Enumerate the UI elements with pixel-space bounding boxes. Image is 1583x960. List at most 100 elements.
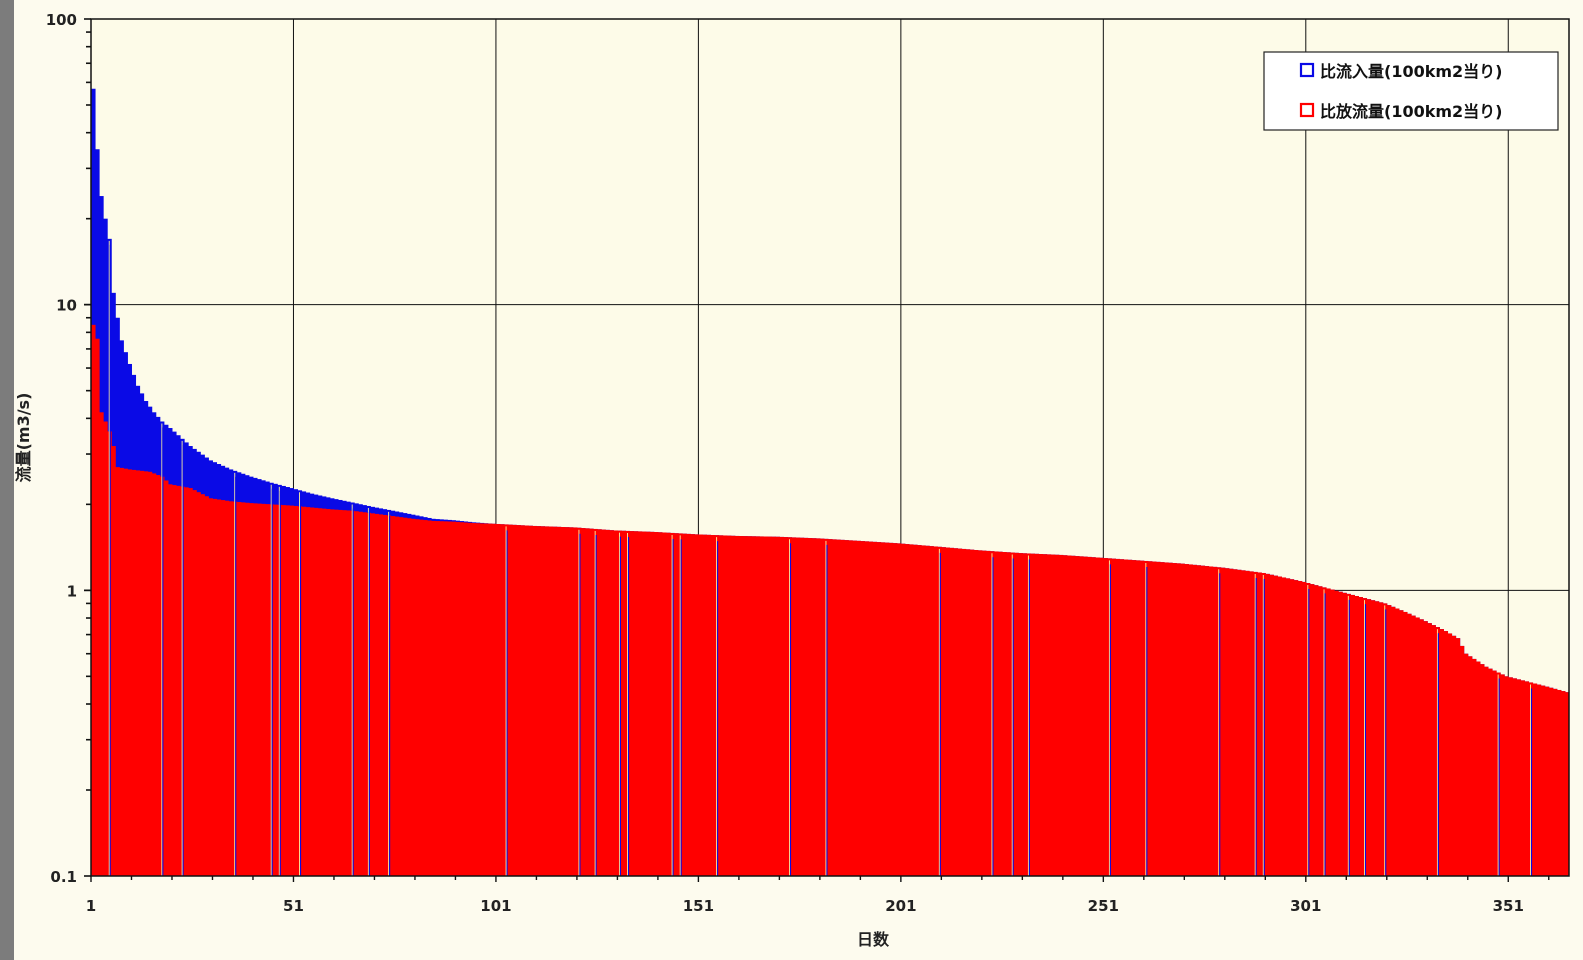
bar-outflow: [1544, 686, 1550, 876]
bar-outflow: [1277, 576, 1282, 876]
bar-outflow: [1002, 552, 1007, 876]
bar-outflow: [613, 530, 618, 876]
bar-outflow: [402, 517, 408, 876]
bar-outflow: [1386, 605, 1392, 876]
bar-outflow: [1087, 556, 1092, 876]
bar-outflow: [378, 514, 384, 876]
bar-outflow: [1099, 557, 1104, 876]
bar-outflow: [342, 510, 347, 876]
bar-outflow: [1111, 558, 1116, 876]
x-axis-title: 日数: [857, 930, 890, 949]
bar-outflow: [91, 324, 96, 877]
bar-outflow: [580, 528, 586, 876]
bar-outflow: [317, 508, 323, 876]
bar-outflow: [293, 505, 299, 876]
bar-outflow: [1006, 552, 1011, 876]
bar-outflow: [512, 524, 517, 876]
bar-outflow: [135, 470, 141, 876]
bar-outflow: [265, 504, 270, 876]
bar-outflow: [139, 470, 145, 876]
bar-outflow: [1151, 561, 1157, 876]
bar-outflow: [1560, 691, 1566, 876]
legend: 比流入量(100km2当り) 比放流量(100km2当り): [1263, 51, 1559, 131]
bar-outflow: [1018, 553, 1023, 876]
bar-outflow: [1212, 566, 1218, 876]
bar-outflow: [1208, 566, 1214, 876]
bar-outflow: [1131, 560, 1137, 876]
bar-outflow: [791, 537, 797, 876]
bar-outflow: [815, 538, 821, 876]
bar-outflow: [1066, 555, 1072, 876]
bar-outflow: [439, 521, 444, 876]
bar-outflow: [548, 526, 554, 876]
bar-outflow: [1139, 560, 1145, 876]
bar-outflow: [888, 542, 894, 876]
bar-outflow: [1398, 610, 1404, 876]
bar-outflow: [1370, 600, 1376, 876]
legend-label-inflow: 比流入量(100km2当り): [1320, 62, 1502, 81]
x-tick-label: 1: [86, 897, 96, 915]
bar-outflow: [252, 503, 258, 876]
bar-outflow: [1500, 674, 1505, 876]
bar-outflow: [1475, 661, 1481, 876]
bar-outflow: [977, 550, 983, 876]
bar-outflow: [933, 546, 938, 876]
bar-outflow: [285, 505, 290, 876]
bar-outflow: [1443, 631, 1449, 876]
bar-outflow: [872, 541, 878, 876]
bar-outflow: [119, 467, 124, 876]
bar-outflow: [1184, 564, 1189, 876]
bar-outflow: [1273, 575, 1278, 876]
bar-outflow: [516, 525, 521, 876]
bar-outflow: [848, 540, 853, 876]
bar-outflow: [257, 503, 262, 876]
y-tick-label: 10: [56, 297, 77, 315]
bar-outflow: [998, 551, 1003, 876]
bar-outflow: [1062, 555, 1068, 876]
bar-outflow: [621, 530, 627, 876]
bar-outflow: [212, 498, 218, 876]
bar-outflow: [111, 446, 116, 876]
bar-outflow: [451, 521, 456, 876]
bar-outflow: [1172, 563, 1177, 876]
bar-outflow: [1492, 670, 1497, 876]
bar-outflow: [868, 541, 874, 876]
x-tick-label: 251: [1088, 897, 1119, 915]
bar-outflow: [1014, 552, 1019, 876]
bar-outflow: [811, 538, 817, 876]
bar-outflow: [123, 468, 128, 876]
bar-outflow: [220, 500, 226, 876]
bar-outflow: [204, 496, 209, 876]
bar-outflow: [499, 524, 505, 876]
bar-outflow: [836, 539, 841, 876]
bar-outflow: [427, 520, 432, 876]
bar-outflow: [746, 536, 752, 876]
bar-outflow: [1419, 619, 1424, 876]
bar-outflow: [1034, 553, 1040, 876]
bar-outflow: [1241, 570, 1246, 876]
bar-outflow: [1083, 556, 1088, 876]
x-tick-label: 101: [480, 897, 511, 915]
bar-outflow: [321, 508, 327, 876]
bar-outflow: [536, 526, 541, 876]
bar-outflow: [556, 526, 562, 876]
bar-outflow: [702, 534, 707, 876]
bar-outflow: [1046, 554, 1052, 876]
bar-outflow: [1257, 572, 1262, 876]
bar-outflow: [710, 535, 716, 876]
bar-outflow: [1042, 554, 1048, 876]
bar-outflow: [200, 494, 205, 876]
bar-outflow: [1467, 656, 1473, 876]
bar-outflow: [783, 537, 788, 876]
bar-outflow: [463, 522, 469, 876]
bar-outflow: [1180, 563, 1185, 876]
bar-outflow: [856, 540, 861, 876]
bar-outflow: [1407, 613, 1412, 876]
bar-outflow: [1176, 563, 1181, 876]
bar-outflow: [1540, 685, 1546, 876]
bar-outflow: [1342, 592, 1347, 876]
bar-outflow: [686, 533, 691, 876]
bar-outflow: [969, 549, 975, 876]
bar-outflow: [431, 520, 436, 876]
bar-outflow: [601, 529, 606, 876]
